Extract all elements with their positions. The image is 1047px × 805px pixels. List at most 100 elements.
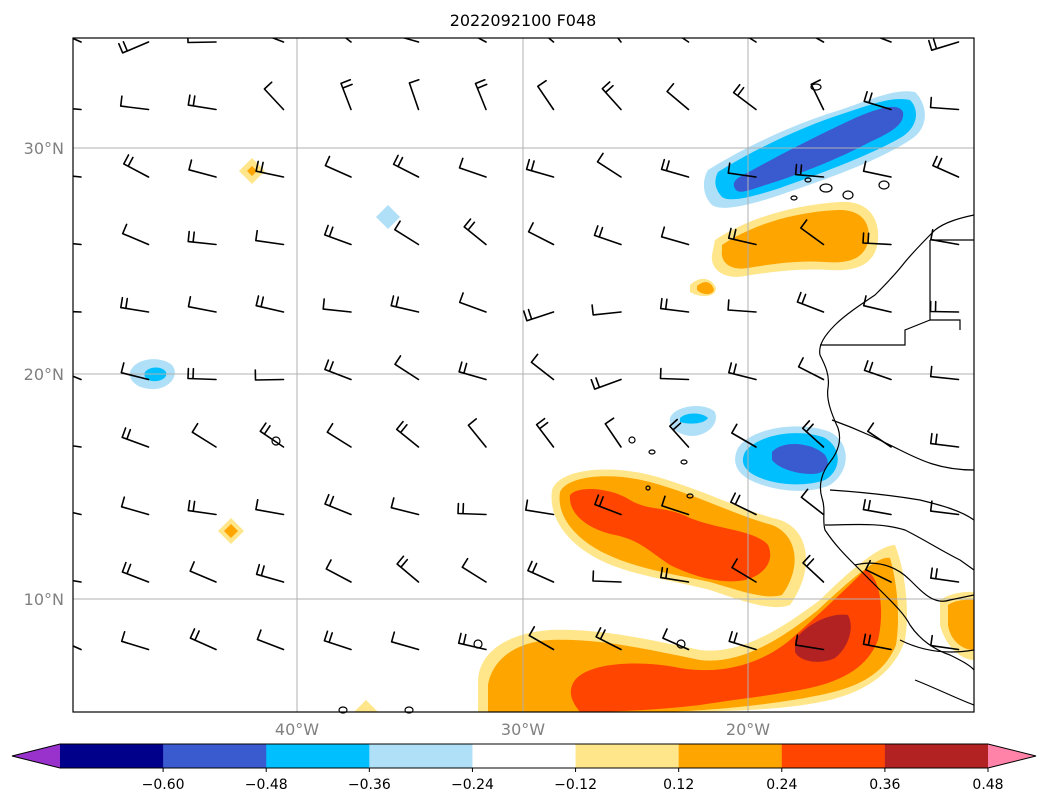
wind-barb [800, 219, 825, 246]
wind-barb [408, 79, 420, 111]
wind-barb [727, 299, 757, 313]
wind-barb [878, 38, 892, 43]
wind-barb [187, 367, 217, 381]
colorbar-tick-label: −0.60 [142, 777, 185, 793]
wind-barb [390, 497, 420, 516]
wind-barb [535, 417, 555, 448]
wind-barb [547, 38, 555, 43]
wind-barb [187, 499, 217, 516]
wind-barb [596, 152, 622, 178]
border-d [831, 419, 974, 471]
wind-barb [390, 631, 420, 651]
wind-barb [392, 154, 420, 178]
wind-barb [461, 557, 487, 583]
border-g [854, 562, 974, 602]
wind-barb [932, 155, 960, 178]
colorbar-segment [369, 744, 473, 768]
wind-barb [525, 499, 555, 516]
lat-label-10n: 10°N [24, 590, 64, 609]
wind-barb [732, 83, 757, 111]
wind-barb [867, 422, 892, 448]
wind-barb [528, 626, 555, 651]
wind-barb [865, 559, 892, 583]
wind-barb [255, 229, 285, 246]
wind-barb [189, 628, 217, 651]
positive-anomaly-spot-c [354, 700, 378, 712]
wind-barb [681, 38, 690, 43]
map-plot-area [72, 37, 975, 714]
map-title: 2022092100 F048 [450, 11, 597, 30]
wind-barb [123, 154, 150, 178]
wind-barb [590, 377, 622, 390]
colorbar-segment [575, 744, 680, 768]
colorbar-tick-label: −0.12 [554, 777, 597, 793]
wind-barb [121, 561, 150, 583]
wind-barb [731, 558, 757, 583]
wind-barb [537, 79, 555, 111]
wind-barb [669, 418, 690, 448]
wind-barb [727, 227, 757, 246]
lon-label-20w: 20°W [726, 720, 770, 739]
wind-barb [73, 242, 82, 246]
madeira [810, 83, 822, 91]
colorbar-segment [781, 744, 886, 768]
positive-anomaly-13n-dark [569, 488, 771, 582]
colorbar-tick-label: 0.12 [663, 777, 694, 793]
wind-barb [863, 360, 892, 381]
wind-barb [73, 375, 82, 381]
positive-anomaly-25n-mid [697, 209, 869, 295]
wind-barb [324, 359, 352, 381]
wind-barb [523, 308, 555, 322]
wind-barb [660, 158, 690, 178]
border-i [914, 679, 974, 706]
positive-anomaly-south-max [795, 614, 851, 662]
wind-barb [801, 420, 825, 448]
island-7 [648, 449, 656, 455]
wind-barb [659, 297, 690, 313]
wind-barb [325, 559, 352, 583]
wind-barb [256, 629, 285, 651]
wind-barb [595, 627, 622, 651]
wind-barb [254, 369, 285, 381]
wind-barb [476, 38, 487, 43]
wind-barb [395, 420, 420, 448]
wind-barb [121, 223, 150, 246]
gridlines [73, 38, 974, 712]
wind-barb [929, 365, 960, 381]
colorbar-tick-label: 0.48 [972, 777, 1003, 793]
wind-barb [862, 160, 892, 178]
wind-barb [73, 511, 82, 516]
negative-anomaly-16n-dark [772, 444, 828, 474]
wind-barb [810, 79, 825, 111]
wind-barb [814, 38, 825, 43]
border-f [824, 523, 974, 571]
wind-barb [527, 560, 555, 583]
wind-barbs [73, 38, 960, 651]
wind-barb [727, 162, 757, 178]
wind-barb [324, 493, 352, 516]
wind-barb [390, 295, 420, 313]
wind-barb [862, 232, 892, 246]
colorbar-segment [884, 744, 989, 768]
wind-barb [263, 81, 285, 111]
island-5 [404, 706, 414, 714]
lon-label-40w: 40°W [275, 720, 319, 739]
wind-barb [187, 296, 217, 313]
wind-barb [457, 502, 487, 516]
wind-barb [525, 158, 555, 178]
wind-barb [255, 499, 285, 516]
island-1 [271, 436, 281, 446]
wind-barb [593, 225, 622, 246]
wind-barb [731, 423, 757, 448]
coastlines [819, 214, 974, 706]
wind-barb [929, 96, 960, 111]
wind-barb [73, 310, 82, 313]
negative-anomaly-spot-c-core [680, 413, 708, 424]
island-4 [338, 706, 348, 714]
islands [271, 83, 890, 714]
longitude-labels: 40°W 30°W 20°W [275, 720, 770, 739]
wind-barb [189, 561, 217, 583]
wind-barb [463, 218, 487, 246]
wind-barb [666, 83, 690, 111]
